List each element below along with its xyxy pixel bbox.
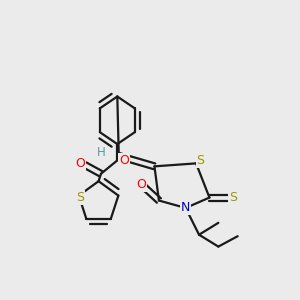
Text: S: S — [196, 154, 205, 167]
Text: S: S — [76, 191, 84, 205]
Text: N: N — [181, 202, 190, 214]
Text: O: O — [75, 157, 85, 170]
Text: O: O — [136, 178, 146, 191]
Text: S: S — [229, 191, 237, 204]
Text: H: H — [97, 146, 105, 160]
Text: O: O — [119, 154, 129, 167]
